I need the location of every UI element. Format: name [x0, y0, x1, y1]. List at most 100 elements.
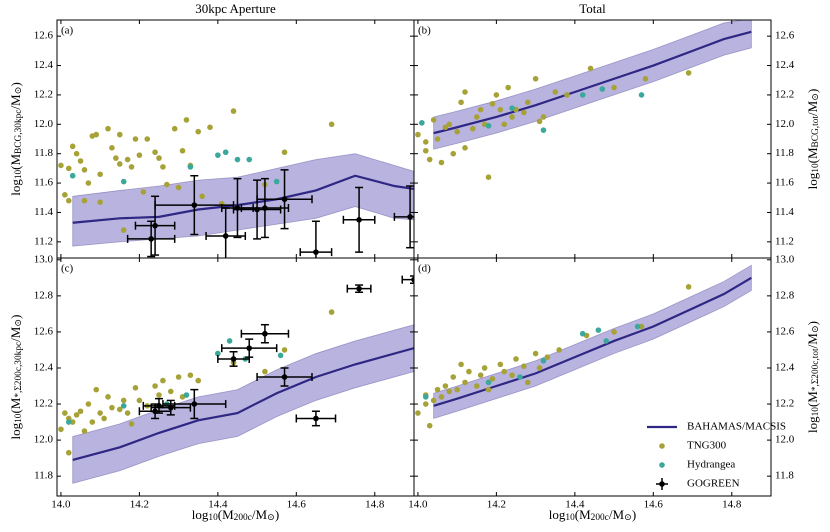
scatter-point: [101, 415, 107, 422]
label-subscript: 10: [811, 407, 821, 417]
label-part: /M: [805, 100, 820, 116]
scatter-point: [611, 329, 617, 335]
x-axis-label: log10(M200c/M⊙): [549, 507, 636, 523]
scatter-point: [422, 147, 429, 154]
scatter-point: [540, 127, 547, 133]
y-tick-label: 11.6: [34, 177, 53, 189]
scatter-point: [97, 199, 103, 205]
label-subscript: 200c: [591, 513, 609, 523]
label-part: ): [805, 321, 820, 325]
data-point: [281, 374, 288, 380]
label-subscript: *,Σ200c,tot: [811, 348, 821, 391]
scatter-point: [579, 330, 586, 337]
scatter-point: [462, 89, 468, 95]
scatter-point: [246, 156, 253, 163]
scatter-point: [58, 162, 64, 169]
scatter-point: [89, 419, 96, 425]
y-tick-label: 12.8: [775, 289, 795, 301]
scatter-point: [481, 365, 488, 371]
data-point: [246, 345, 253, 351]
scatter-point: [109, 145, 115, 151]
scatter-point: [458, 361, 464, 368]
x-axis-label: log10(M200c/M⊙): [192, 507, 279, 523]
scatter-point: [685, 70, 692, 76]
scatter-point: [109, 404, 115, 411]
data-point: [222, 233, 229, 239]
scatter-point: [195, 377, 202, 384]
model-band: [72, 153, 414, 247]
data-point: [411, 276, 414, 283]
scatter-point: [128, 164, 135, 170]
plot-area: [415, 20, 752, 180]
x-tick-label: 14.0: [51, 499, 71, 511]
y-tick-label: 12.2: [34, 398, 53, 410]
scatter-point: [105, 394, 111, 400]
scatter-point: [65, 449, 72, 456]
scatter-point: [422, 139, 429, 145]
scatter-point: [470, 125, 476, 132]
scatter-point: [73, 150, 80, 157]
scatter-point: [552, 89, 559, 95]
scatter-point: [281, 149, 288, 156]
scatter-point: [281, 347, 288, 353]
data-point: [313, 249, 319, 255]
scatter-point: [120, 403, 127, 409]
x-tick-label: 14.8: [365, 499, 385, 511]
y-tick-label: 12.8: [34, 289, 54, 301]
label-subscript: ⊙: [14, 319, 24, 327]
label-part: /M: [805, 333, 820, 349]
y-tick-label: 12.0: [34, 434, 54, 446]
scatter-point: [85, 401, 92, 407]
data-point: [191, 202, 198, 208]
data-point: [356, 285, 362, 292]
scatter-point: [105, 125, 111, 132]
y-tick-label: 12.6: [34, 30, 54, 42]
scatter-point: [685, 284, 692, 290]
scatter-point: [69, 419, 76, 425]
data-point: [191, 401, 198, 407]
scatter-point: [579, 92, 586, 98]
label-subscript: 10: [208, 513, 218, 523]
label-part: ): [632, 507, 636, 522]
label-part: (M: [8, 397, 23, 413]
scatter-point: [65, 197, 72, 204]
label-part: log: [192, 507, 209, 522]
y-tick-label: 13.0: [775, 253, 795, 265]
plot-area: [415, 264, 752, 429]
scatter-point: [477, 106, 484, 113]
label-part: log: [805, 172, 820, 189]
scatter-point: [199, 193, 205, 200]
x-tick-label: 14.0: [408, 499, 428, 511]
axes-frame: [413, 257, 772, 497]
scatter-point: [77, 408, 84, 415]
scatter-point: [501, 368, 508, 375]
scatter-point: [430, 117, 437, 123]
model-line: [72, 347, 414, 462]
scatter-point: [473, 383, 480, 389]
label-part: ): [8, 315, 23, 319]
scatter-point: [419, 120, 425, 126]
scatter-point: [634, 323, 641, 330]
scatter-point: [599, 86, 606, 92]
scatter-point: [536, 118, 543, 125]
scatter-point: [454, 128, 460, 135]
y-tick-label: 11.4: [34, 206, 53, 218]
scatter-point: [187, 164, 194, 170]
scatter-point: [466, 368, 472, 375]
label-part: log: [8, 422, 23, 439]
scatter-point: [116, 161, 123, 167]
label-part: (M: [575, 507, 591, 522]
scatter-point: [638, 92, 645, 98]
label-subscript: 10: [14, 413, 24, 423]
scatter-point: [497, 361, 504, 368]
label-part: /M: [252, 507, 268, 522]
scatter-point: [156, 155, 162, 161]
y-tick-label: 11.8: [34, 470, 53, 482]
scatter-point: [113, 155, 119, 161]
label-part: ): [8, 82, 23, 86]
y-tick-label: 12.0: [775, 118, 795, 130]
x-tick-label: 14.2: [130, 499, 149, 511]
scatter-point: [69, 172, 76, 179]
scatter-point: [595, 327, 602, 333]
